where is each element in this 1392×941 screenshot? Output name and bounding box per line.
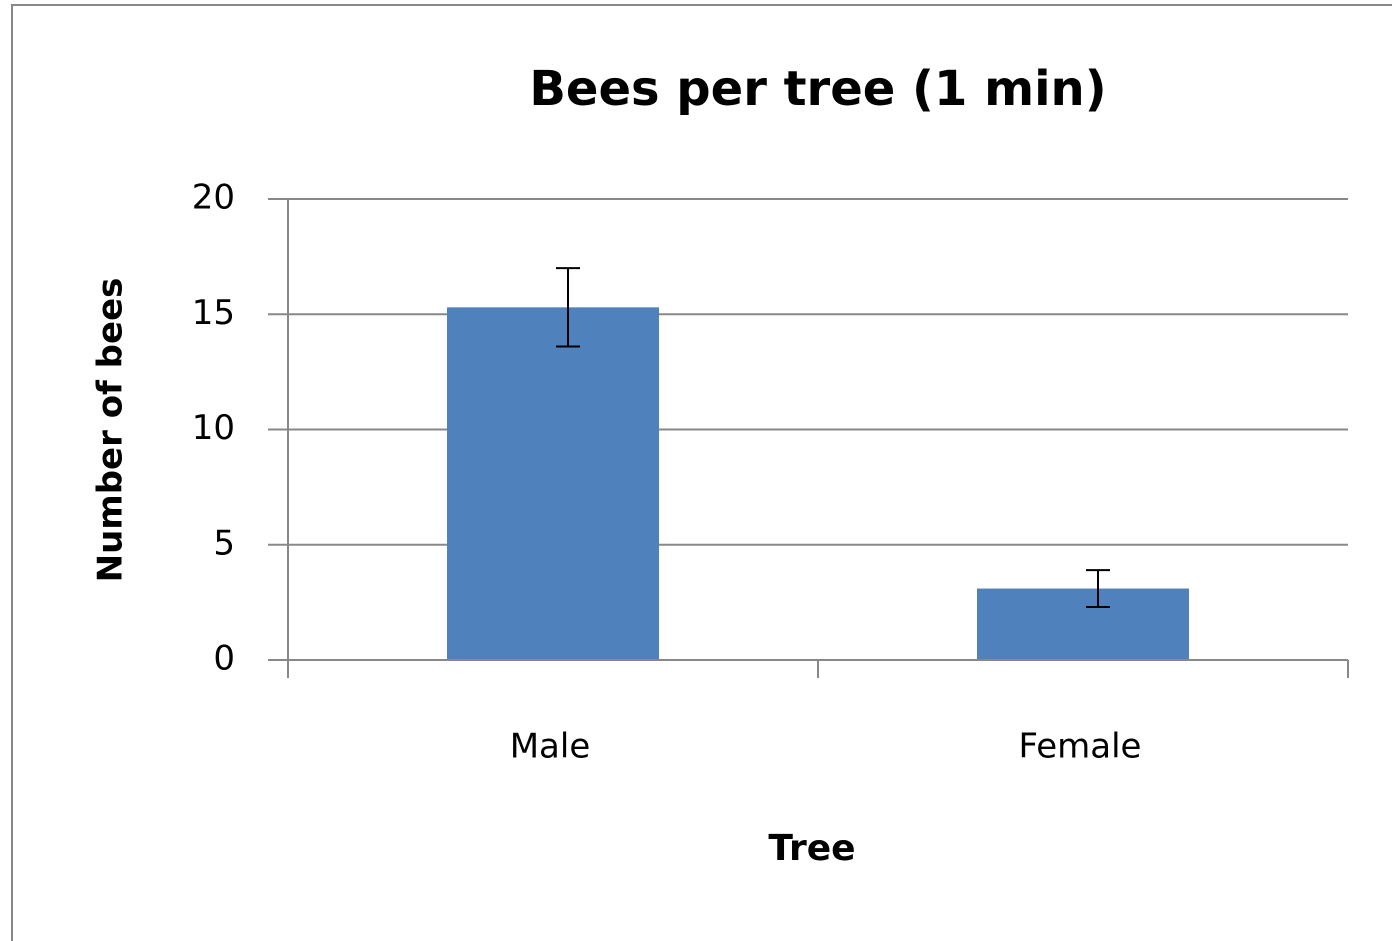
bar [447,307,659,660]
x-tick-label: Male [510,727,591,767]
x-axis-label: Tree [768,828,855,869]
chart-frame [11,4,1392,941]
y-tick-label: 15 [192,293,235,333]
x-tick-label: Female [1019,727,1142,767]
y-tick-label: 10 [192,408,235,448]
y-tick-label: 0 [213,639,235,679]
bar [977,588,1189,660]
y-tick-label: 5 [213,523,235,563]
chart-title: Bees per tree (1 min) [529,61,1106,117]
y-axis-label: Number of bees [91,278,131,583]
y-tick-label: 20 [192,178,235,218]
